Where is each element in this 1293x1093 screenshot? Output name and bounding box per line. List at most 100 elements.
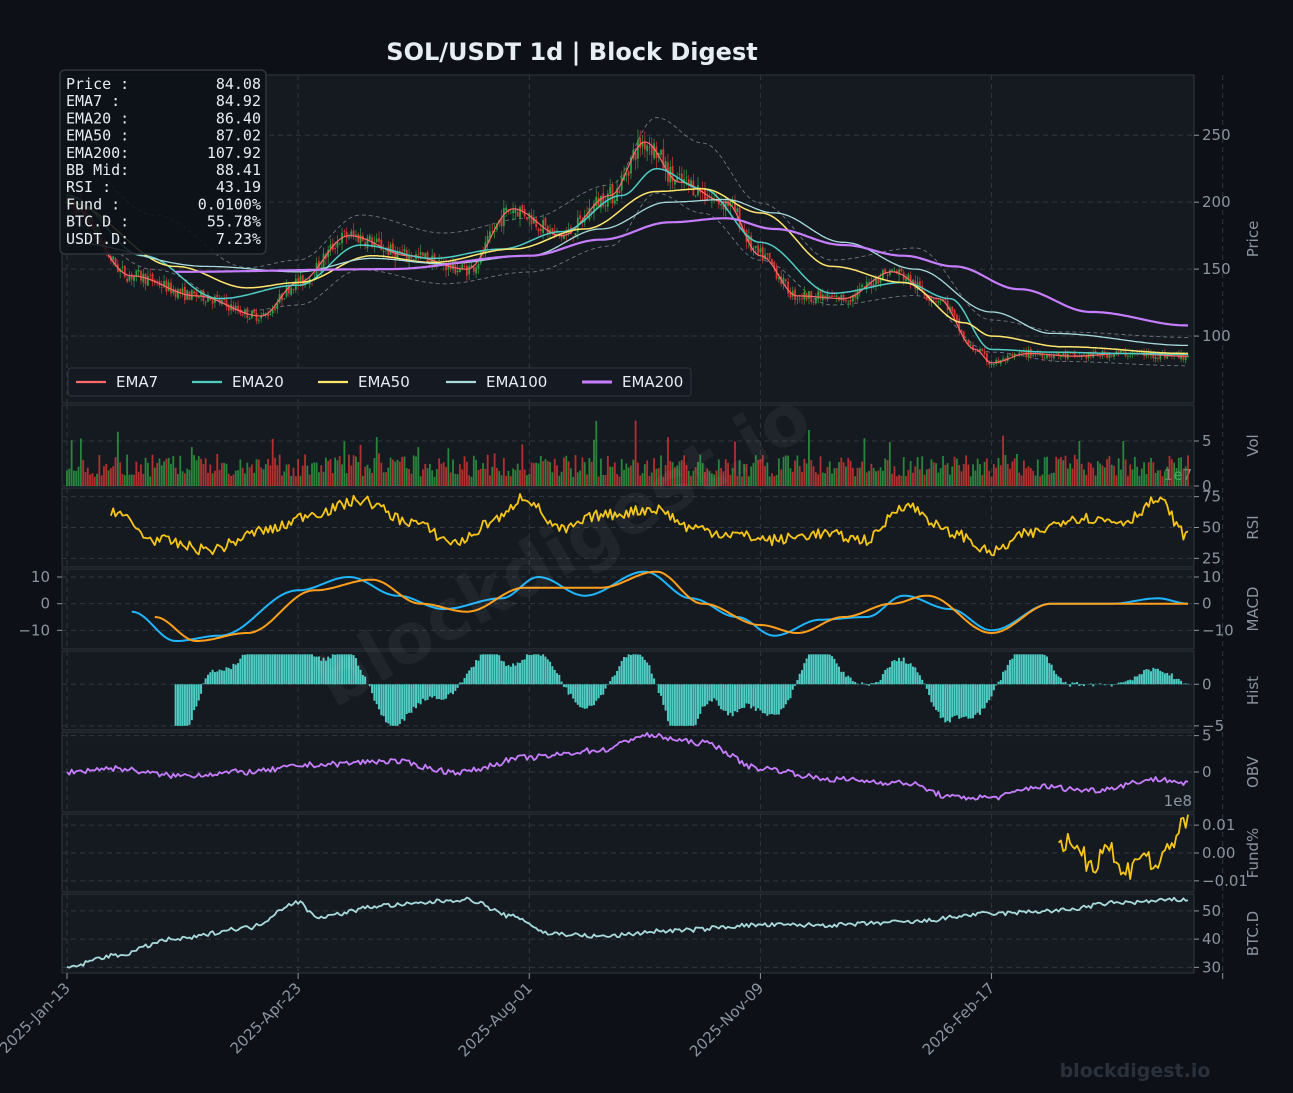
hist-bar (428, 684, 431, 697)
volume-bar (183, 473, 186, 486)
candle-body (928, 298, 931, 301)
hist-bar (382, 684, 385, 717)
volume-bar (1120, 469, 1122, 486)
candle-body (1099, 355, 1102, 357)
volume-bar (207, 472, 209, 486)
hist-bar (468, 670, 471, 685)
hist-bar (946, 684, 949, 721)
volume-bars (66, 420, 1189, 486)
hist-bar (1029, 654, 1032, 685)
hist-bar (1170, 673, 1173, 685)
volume-bar (831, 473, 833, 486)
candle-body (190, 290, 193, 300)
hist-bar (1124, 681, 1127, 685)
candle-body (673, 179, 676, 185)
price-legend: EMA7 EMA20 EMA50 EMA100 EMA200 (67, 367, 692, 397)
volume-bar (1187, 455, 1189, 486)
volume-bar (107, 470, 110, 486)
candle-body (738, 208, 741, 229)
hist-bar (687, 684, 690, 726)
candle-body (486, 236, 489, 244)
volume-bar (604, 474, 607, 486)
chart-title: SOL/USDT 1d | Block Digest (386, 38, 757, 66)
volume-bar (583, 462, 586, 486)
hist-bar (327, 656, 330, 685)
candle-body (382, 251, 385, 253)
candle-body (459, 268, 461, 273)
volume-bar (734, 441, 736, 486)
candle-body (754, 246, 757, 249)
volume-bar (1092, 467, 1095, 486)
legend-label: EMA20 (232, 373, 284, 391)
hist-bar (738, 684, 741, 710)
volume-bar (692, 470, 695, 486)
hist-bar (297, 654, 300, 685)
volume-bar (479, 468, 482, 486)
volume-bar (1096, 461, 1099, 486)
candle-body (979, 349, 981, 352)
bollinger-band (66, 117, 1188, 338)
candle-body (336, 241, 339, 248)
volume-bar (680, 460, 683, 486)
volume-bar (641, 473, 644, 486)
hist-bar (981, 684, 984, 709)
volume-bar (856, 467, 859, 486)
volume-bar (382, 472, 385, 486)
volume-bar (962, 463, 965, 486)
volume-bar (992, 464, 995, 486)
volume-bar (1043, 457, 1046, 486)
hist-bar (569, 684, 572, 694)
volume-bar (932, 462, 935, 486)
volume-bar (1018, 472, 1021, 486)
volume-bar (1059, 457, 1062, 486)
volume-bar (514, 470, 517, 486)
volume-bar (1036, 459, 1039, 486)
hist-bar (341, 654, 344, 685)
hist-bar (1025, 654, 1028, 685)
volume-bar (440, 463, 443, 486)
volume-bar (808, 430, 810, 486)
candle-body (808, 291, 810, 299)
hist-bar (1080, 684, 1083, 686)
hist-bar (373, 684, 376, 701)
volume-bar (156, 462, 159, 486)
volume-bar (283, 471, 286, 486)
volume-bar (170, 463, 172, 486)
hist-bar (1011, 658, 1014, 685)
candle-body (600, 195, 602, 208)
volume-bar (1009, 468, 1011, 486)
hist-bar (572, 684, 575, 699)
ema-line-ema7 (66, 141, 1188, 364)
candle-body (625, 174, 628, 176)
candle-body (179, 288, 182, 294)
candle-body (558, 233, 561, 235)
candle-body (135, 270, 138, 276)
hist-bar (717, 684, 720, 706)
hist-bar (579, 684, 582, 708)
candle-body (891, 269, 894, 272)
volume-bar (285, 464, 288, 486)
volume-bar (937, 472, 940, 486)
hist-bar (965, 684, 968, 717)
volume-bar (1184, 466, 1187, 486)
volume-bar (817, 474, 820, 486)
candle-body (380, 239, 383, 251)
volume-bar (838, 462, 840, 486)
hist-ytick-label: 0 (1202, 675, 1212, 693)
hist-bar (223, 670, 226, 685)
candle-body (687, 179, 690, 184)
volume-bar (68, 468, 71, 486)
candle-body (149, 274, 152, 276)
hist-bar (250, 654, 253, 685)
hist-bar (1078, 684, 1081, 686)
volume-bar (528, 473, 531, 486)
volume-bar (775, 474, 778, 486)
hist-bar (364, 676, 367, 685)
candle-body (877, 277, 880, 284)
candle-body (988, 362, 991, 365)
candle-body (974, 351, 977, 353)
volume-bar (569, 468, 572, 486)
hist-bar (715, 684, 718, 701)
candle-body (532, 217, 535, 224)
hist-bar (359, 669, 362, 685)
